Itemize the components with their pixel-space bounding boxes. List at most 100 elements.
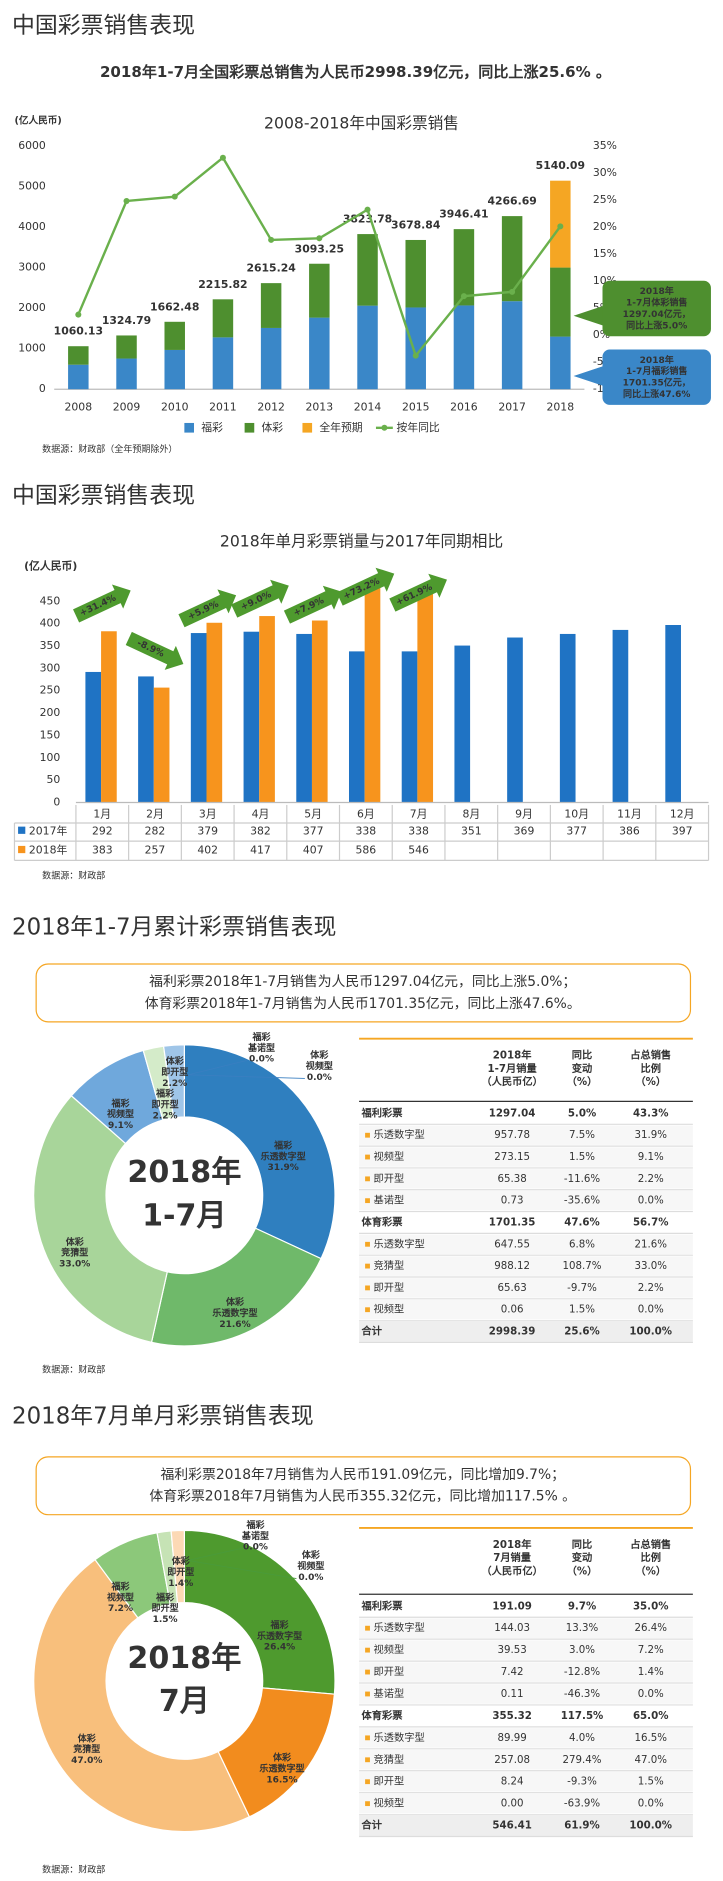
arrow-shape	[125, 631, 184, 670]
summary-line: 体育彩票2018年7月销售为人民币355.32亿元，同比增加117.5% 。	[149, 1489, 576, 1505]
bar	[212, 337, 234, 390]
line-marker	[509, 288, 516, 295]
segment-label: 福彩	[155, 1088, 175, 1100]
bar	[665, 624, 681, 803]
y-tick-label: 350	[40, 639, 61, 652]
segment-label: 乐透数字型	[212, 1307, 257, 1319]
summary-line: 体育彩票2018年1-7月销售为人民币1701.35亿元，同比上涨47.6%。	[145, 996, 581, 1012]
segment-label: 视频型	[107, 1591, 134, 1603]
callout-text: 2018年	[640, 354, 674, 366]
table-header: 占总销售	[630, 1538, 671, 1551]
table-cell: 视频型	[374, 1643, 405, 1656]
donut-segment	[183, 1044, 336, 1260]
x-tick-label: 2011	[209, 400, 237, 413]
x-tick-label: 2016	[450, 400, 478, 413]
bar	[116, 358, 137, 390]
donut-segment	[183, 1529, 336, 1695]
bar	[417, 585, 434, 803]
source: 数据源：财政部	[42, 870, 105, 882]
table-cell: 合计	[361, 1325, 383, 1338]
line-marker	[364, 206, 371, 213]
table-cell: 1297.04	[489, 1107, 536, 1119]
table-cell: 279.4%	[562, 1754, 601, 1766]
line-marker	[557, 223, 564, 230]
segment-label: 体彩	[310, 1049, 329, 1061]
line-marker	[412, 352, 419, 359]
table-cell: 0.0%	[638, 1688, 664, 1700]
legend-swatch	[18, 826, 26, 834]
table-header: 1-7月销量	[488, 1062, 537, 1075]
bar	[454, 645, 471, 803]
y2-tick-label: 35%	[593, 139, 617, 152]
x-tick-label: 10月	[564, 808, 589, 821]
summary-line: 福利彩票2018年1-7月销售为人民币1297.04亿元，同比上涨5.0%；	[149, 974, 576, 990]
table-cell: -46.3%	[564, 1688, 600, 1700]
y-tick-label: 400	[40, 617, 61, 630]
table-cell: 4.0%	[569, 1732, 595, 1744]
table-value: 369	[514, 824, 535, 837]
table-cell: -9.3%	[567, 1776, 597, 1788]
center-label: 7月	[159, 1684, 210, 1719]
table-cell: 546.41	[492, 1820, 532, 1832]
row-bullet	[365, 1263, 370, 1269]
table-cell: 13.3%	[566, 1622, 599, 1634]
table-header: 2018年	[493, 1049, 532, 1062]
row-bg	[359, 1728, 693, 1748]
x-tick-label: 2013	[306, 400, 334, 413]
arrow-shape	[336, 567, 395, 606]
table-cell: 2.2%	[638, 1173, 664, 1185]
row-bg	[359, 1169, 693, 1189]
y-tick-label: 100	[40, 751, 61, 764]
table-cell: 视频型	[374, 1150, 405, 1163]
row-bullet	[365, 1307, 370, 1313]
callout-text: 1701.35亿元，	[623, 377, 691, 389]
row-bullet	[365, 1757, 370, 1763]
callout-text: 1297.04亿元，	[623, 308, 691, 320]
row-bullet	[365, 1241, 370, 1247]
segment-label: 福彩	[273, 1139, 293, 1151]
row-bg	[359, 1234, 693, 1254]
table-cell: 108.7%	[562, 1260, 601, 1272]
y-tick-label: 2000	[18, 301, 46, 314]
x-tick-label: 5月	[304, 808, 322, 821]
source: 数据源：财政部	[42, 1864, 105, 1876]
row-bullet	[365, 1801, 370, 1807]
table-value: 383	[92, 844, 113, 857]
table-cell: 合计	[361, 1819, 383, 1832]
table-cell: 0.0%	[638, 1195, 664, 1207]
section-heading: 中国彩票销售表现	[12, 483, 195, 509]
segment-value: 0.0%	[298, 1573, 323, 1583]
bar	[612, 629, 629, 803]
legend-label: 全年预期	[319, 420, 362, 434]
center-label: 2018年	[127, 1155, 241, 1190]
table-header: （人民币亿）	[481, 1564, 542, 1577]
row-bullet	[365, 1285, 370, 1291]
table-header: （%）	[635, 1564, 666, 1577]
section-heading: 中国彩票销售表现	[12, 13, 195, 39]
table-cell: 16.5%	[634, 1732, 667, 1744]
table-cell: 100.0%	[629, 1820, 672, 1832]
y-tick-label: 200	[40, 706, 61, 719]
y-tick-label: 0	[39, 382, 46, 395]
table-cell: 竞猜型	[374, 1259, 405, 1272]
x-tick-label: 2015	[402, 400, 430, 413]
callout-text: 1-7月福彩销售	[626, 365, 687, 377]
row-bg	[359, 1190, 693, 1211]
segment-label: 体彩	[302, 1549, 321, 1561]
bar	[260, 327, 282, 390]
bar	[153, 687, 170, 803]
line-marker	[219, 154, 226, 161]
bar	[101, 631, 117, 803]
table-header: （%）	[635, 1075, 666, 1088]
row-bg	[359, 1300, 693, 1320]
table-cell: 8.24	[501, 1776, 524, 1788]
y-tick-label: 4000	[18, 220, 46, 233]
total-label: 3946.41	[439, 208, 488, 221]
row-bg	[359, 1147, 693, 1167]
segment-label: 乐透数字型	[257, 1630, 302, 1642]
section-heading: 2018年1-7月累计彩票销售表现	[12, 914, 336, 940]
segment-label: 福彩	[270, 1619, 290, 1631]
segment-label: 体彩	[273, 1752, 292, 1764]
legend-swatch	[302, 422, 313, 433]
